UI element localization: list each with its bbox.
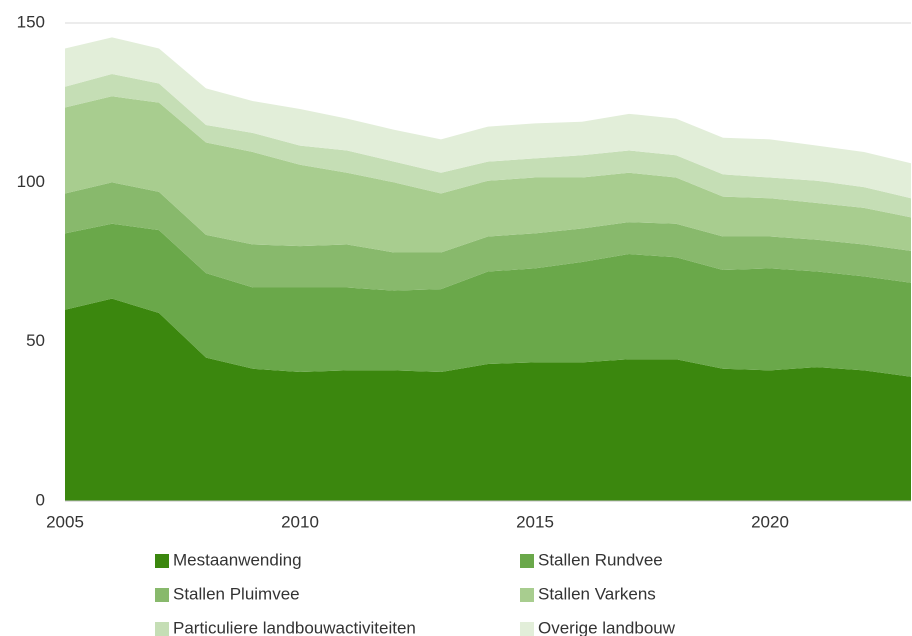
y-tick-label: 0 (36, 490, 45, 509)
y-tick-label: 50 (26, 331, 45, 350)
area (65, 96, 911, 253)
legend-swatch (520, 554, 534, 568)
area (65, 73, 911, 218)
legend-swatch (155, 554, 169, 568)
y-tick-label: 150 (17, 12, 45, 31)
x-tick-label: 2020 (751, 512, 789, 531)
y-tick-label: 100 (17, 172, 45, 191)
legend-label: Mestaanwending (173, 550, 302, 569)
legend-swatch (155, 588, 169, 602)
legend-label: Stallen Varkens (538, 584, 656, 603)
legend-swatch (520, 622, 534, 636)
area (65, 298, 911, 501)
x-tick-label: 2015 (516, 512, 554, 531)
x-tick-label: 2005 (46, 512, 84, 531)
legend-swatch (155, 622, 169, 636)
legend-label: Overige landbouw (538, 618, 676, 636)
x-tick-label: 2010 (281, 512, 319, 531)
area (65, 37, 911, 199)
legend-label: Particuliere landbouwactiviteiten (173, 618, 416, 636)
legend-swatch (520, 588, 534, 602)
area (65, 182, 911, 291)
legend-label: Stallen Rundvee (538, 550, 663, 569)
area (65, 223, 911, 377)
legend-label: Stallen Pluimvee (173, 584, 300, 603)
